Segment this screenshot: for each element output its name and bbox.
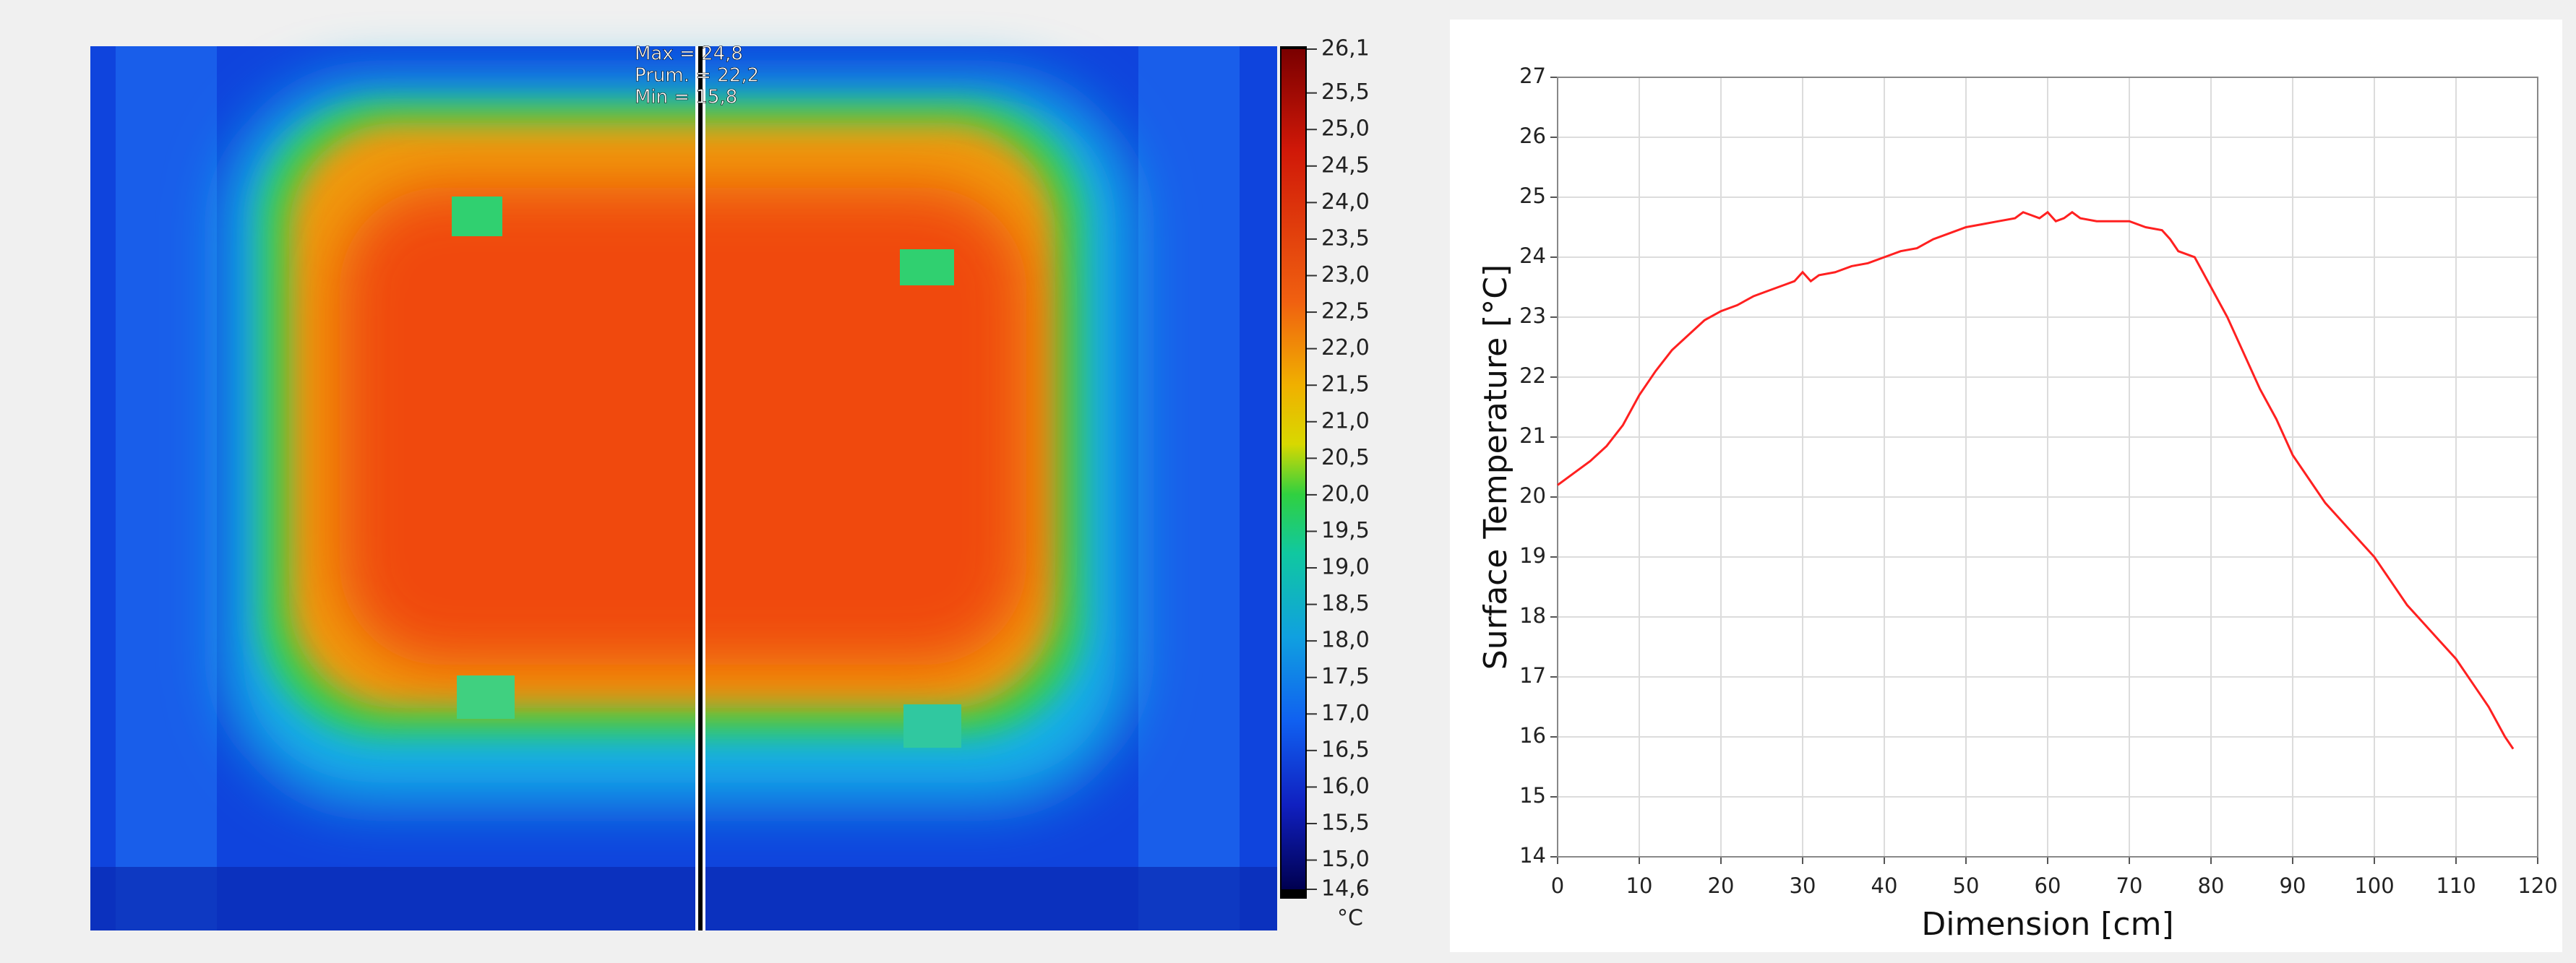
colorbar-tick-label: 15,0: [1321, 847, 1370, 872]
plot-frame: [1557, 77, 2538, 858]
x-tick-label: 30: [1790, 873, 1816, 898]
colorbar-tick-label: 19,5: [1321, 518, 1370, 543]
y-tick-label: 25: [1519, 183, 1546, 208]
colorbar-tick-label: 23,5: [1321, 225, 1370, 251]
colorbar-tick-label: 21,0: [1321, 408, 1370, 433]
colorbar-tick-label: 17,0: [1321, 701, 1370, 726]
annotation: Max = 24,8: [635, 43, 743, 65]
y-tick-label: 18: [1519, 603, 1546, 628]
x-tick-label: 80: [2198, 873, 2225, 898]
x-tick-label: 60: [2035, 873, 2061, 898]
y-tick-label: 14: [1519, 843, 1546, 868]
colorbar-tick-label: 20,0: [1321, 481, 1370, 506]
colorbar-tick-label: 16,5: [1321, 737, 1370, 762]
colorbar-tick-label: 22,5: [1321, 299, 1370, 324]
y-tick-label: 16: [1519, 723, 1546, 748]
colorbar-tick-label: 22,0: [1321, 335, 1370, 360]
x-tick-label: 40: [1871, 873, 1898, 898]
colorbar-unit: °C: [1337, 906, 1363, 931]
chart-panel: [1450, 20, 2562, 952]
colorbar-tick-label: 25,0: [1321, 116, 1370, 142]
y-tick-label: 20: [1519, 483, 1546, 508]
y-tick-label: 15: [1519, 783, 1546, 808]
colorbar: [1281, 49, 1305, 889]
colorbar-tick-label: 16,0: [1321, 774, 1370, 799]
x-tick-label: 0: [1551, 873, 1564, 898]
x-tick-label: 10: [1626, 873, 1653, 898]
y-tick-label: 21: [1519, 423, 1546, 448]
colorbar-tick-label: 18,0: [1321, 628, 1370, 653]
annotation: Min = 15,8: [635, 87, 737, 108]
x-tick-label: 70: [2116, 873, 2143, 898]
x-axis-label: Dimension [cm]: [1921, 906, 2173, 943]
y-axis-label: Surface Temperature [°C]: [1477, 264, 1514, 670]
y-tick-label: 19: [1519, 543, 1546, 568]
y-tick-label: 22: [1519, 363, 1546, 388]
colorbar-tick-label: 24,0: [1321, 189, 1370, 215]
colorbar-tick-label: 15,5: [1321, 810, 1370, 835]
annotation: Prum. = 22,2: [635, 65, 759, 87]
x-tick-label: 20: [1708, 873, 1735, 898]
colorbar-tick-label: 26,1: [1321, 36, 1370, 61]
colorbar-tick-label: 25,5: [1321, 79, 1370, 105]
colorbar-tick-label: 23,0: [1321, 262, 1370, 288]
x-tick-label: 90: [2280, 873, 2306, 898]
colorbar-tick-label: 18,5: [1321, 591, 1370, 616]
y-tick-label: 23: [1519, 303, 1546, 328]
x-tick-label: 100: [2354, 873, 2394, 898]
colorbar-tick-label: 20,5: [1321, 445, 1370, 470]
x-tick-label: 50: [1953, 873, 1980, 898]
colorbar-tick-label: 14,6: [1321, 876, 1370, 902]
y-tick-label: 17: [1519, 663, 1546, 688]
x-tick-label: 120: [2517, 873, 2557, 898]
y-tick-label: 26: [1519, 124, 1546, 148]
colorbar-tick-label: 17,5: [1321, 664, 1370, 689]
data-line: [1557, 210, 2515, 750]
y-tick-label: 24: [1519, 243, 1546, 268]
colorbar-tick-label: 19,0: [1321, 555, 1370, 580]
thermal-image: [90, 46, 1277, 930]
y-tick-label: 27: [1519, 64, 1546, 88]
x-tick-label: 110: [2436, 873, 2476, 898]
colorbar-tick-label: 24,5: [1321, 152, 1370, 178]
colorbar-tick-label: 21,5: [1321, 372, 1370, 397]
